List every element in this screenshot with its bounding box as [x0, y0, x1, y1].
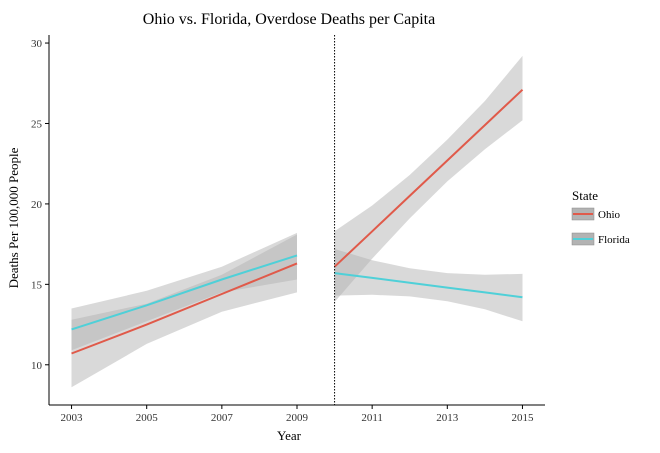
- x-tick-label: 2009: [286, 412, 309, 424]
- x-tick-label: 2005: [136, 412, 159, 424]
- axes: 2003 2005 2007 2009 2011 2013 2015 10 15 20 25 30: [31, 35, 545, 424]
- x-tick-label: 2015: [511, 412, 534, 424]
- line-ohio-1: [71, 262, 298, 355]
- x-tick-label: 2003: [61, 412, 84, 424]
- legend-label-ohio: Ohio: [598, 209, 621, 221]
- y-tick-label: 30: [31, 38, 43, 50]
- y-tick-label: 20: [31, 199, 43, 211]
- y-tick-label: 25: [31, 118, 43, 130]
- confidence-bands: [71, 55, 523, 388]
- legend-item-florida: Florida: [571, 232, 630, 246]
- trend-lines: [71, 88, 524, 355]
- y-tick-label: 10: [31, 360, 43, 372]
- legend-label-florida: Florida: [598, 234, 630, 246]
- x-axis-title: Year: [277, 428, 302, 443]
- y-tick-label: 15: [31, 279, 43, 291]
- plot-area: [71, 35, 524, 405]
- legend-title: State: [572, 188, 598, 203]
- y-axis-ticks: 10 15 20 25 30: [31, 38, 49, 372]
- line-florida-2: [334, 272, 523, 299]
- x-axis-ticks: 2003 2005 2007 2009 2011 2013 2015: [61, 405, 534, 424]
- line-ohio-2: [333, 88, 524, 268]
- x-tick-label: 2013: [436, 412, 459, 424]
- legend-item-ohio: Ohio: [571, 207, 621, 221]
- y-axis-title: Deaths Per 100,000 People: [6, 147, 21, 288]
- x-tick-label: 2011: [361, 412, 383, 424]
- chart-title: Ohio vs. Florida, Overdose Deaths per Ca…: [143, 11, 435, 28]
- line-florida-1: [71, 254, 298, 331]
- x-tick-label: 2007: [211, 412, 234, 424]
- legend-items: Ohio Florida: [571, 207, 630, 246]
- legend: State Ohio Florida: [571, 188, 630, 246]
